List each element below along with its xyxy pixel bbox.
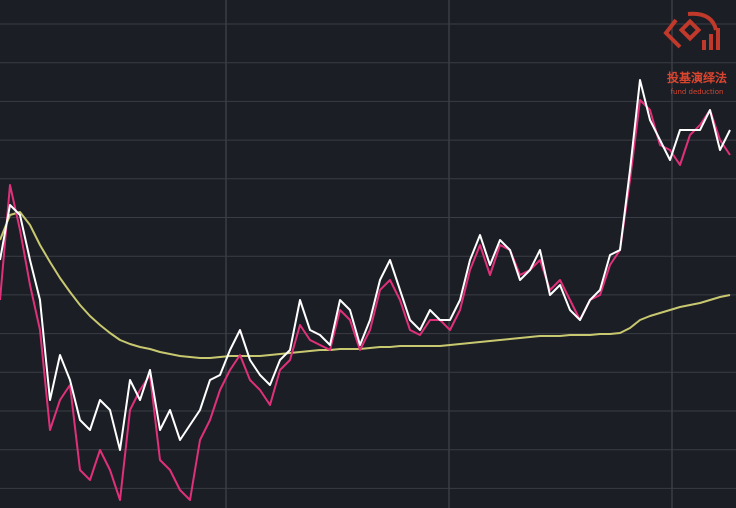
logo-shape	[687, 11, 718, 31]
logo-bar	[709, 34, 713, 50]
line-series	[0, 99, 731, 501]
logo-subtitle: fund deduction	[671, 88, 724, 96]
logo-title: 投基演绎法	[667, 70, 727, 85]
logo: 投基演绎法 fund deduction	[663, 11, 727, 96]
logo-icon	[663, 11, 718, 49]
logo-bar	[702, 40, 706, 50]
logo-shape	[663, 18, 682, 49]
line-series	[0, 211, 731, 359]
line-series	[0, 79, 731, 451]
logo-shape	[678, 18, 702, 42]
plot-area	[0, 79, 731, 501]
logo-bar	[716, 28, 720, 50]
